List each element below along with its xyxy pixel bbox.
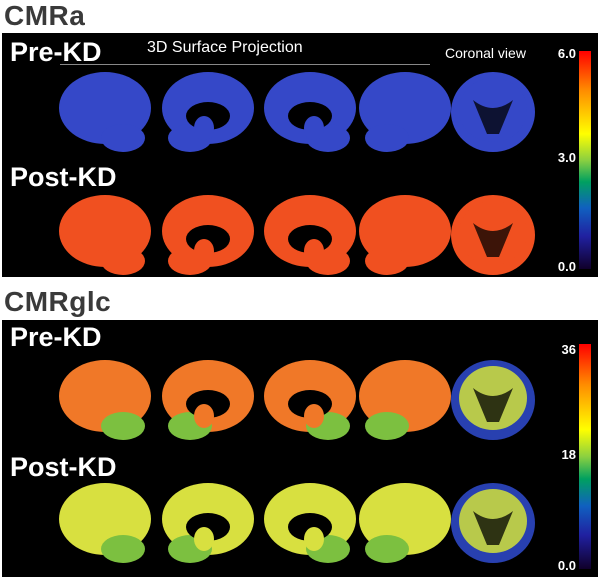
brain-view-cmra-pre-3 <box>264 72 356 152</box>
subtitle-3d-surface: 3D Surface Projection <box>147 39 303 56</box>
brain-view-cmrglc-post-3 <box>264 483 356 563</box>
tick-mid-cmra: 3.0 <box>557 150 576 165</box>
brain-view-cmrglc-pre-4 <box>359 360 451 440</box>
brain-view-cmrglc-pre-2 <box>162 360 254 440</box>
brain-view-cmrglc-post-4 <box>359 483 451 563</box>
section-title-cmra: CMRa <box>4 0 86 31</box>
row-label-post-kd-cmrglc: Post-KD <box>10 452 117 482</box>
brain-view-cmra-post-4 <box>359 195 451 275</box>
coronal-view-cmrglc-pre <box>451 360 535 440</box>
brain-view-cmra-pre-4 <box>359 72 451 152</box>
tick-max-cmrglc: 36 <box>561 342 576 357</box>
colorbar-cmra <box>579 51 591 269</box>
brain-view-cmrglc-post-2 <box>162 483 254 563</box>
tick-mid-cmrglc: 18 <box>561 447 576 462</box>
tick-max-cmra: 6.0 <box>557 46 576 61</box>
tick-min-cmrglc: 0.0 <box>557 558 576 573</box>
coronal-view-cmra-pre <box>451 72 535 152</box>
brain-view-cmrglc-post-1 <box>59 483 151 563</box>
section-title-cmrglc: CMRglc <box>4 286 112 317</box>
brain-view-cmra-pre-2 <box>162 72 254 152</box>
coronal-view-cmrglc-post <box>451 483 535 563</box>
coronal-view-label: Coronal view <box>445 45 526 61</box>
brain-view-cmrglc-pre-3 <box>264 360 356 440</box>
coronal-view-cmra-post <box>451 195 535 275</box>
brain-view-cmra-post-3 <box>264 195 356 275</box>
row-label-post-kd-cmra: Post-KD <box>10 162 117 192</box>
colorbar-cmrglc <box>579 344 591 569</box>
tick-min-cmra: 0.0 <box>557 259 576 274</box>
brain-view-cmrglc-pre-1 <box>59 360 151 440</box>
brain-view-cmra-pre-1 <box>59 72 151 152</box>
brain-view-cmra-post-2 <box>162 195 254 275</box>
row-label-pre-kd-cmra: Pre-KD <box>10 37 102 67</box>
subtitle-underline <box>60 64 430 65</box>
brain-view-cmra-post-1 <box>59 195 151 275</box>
row-label-pre-kd-cmrglc: Pre-KD <box>10 322 102 352</box>
